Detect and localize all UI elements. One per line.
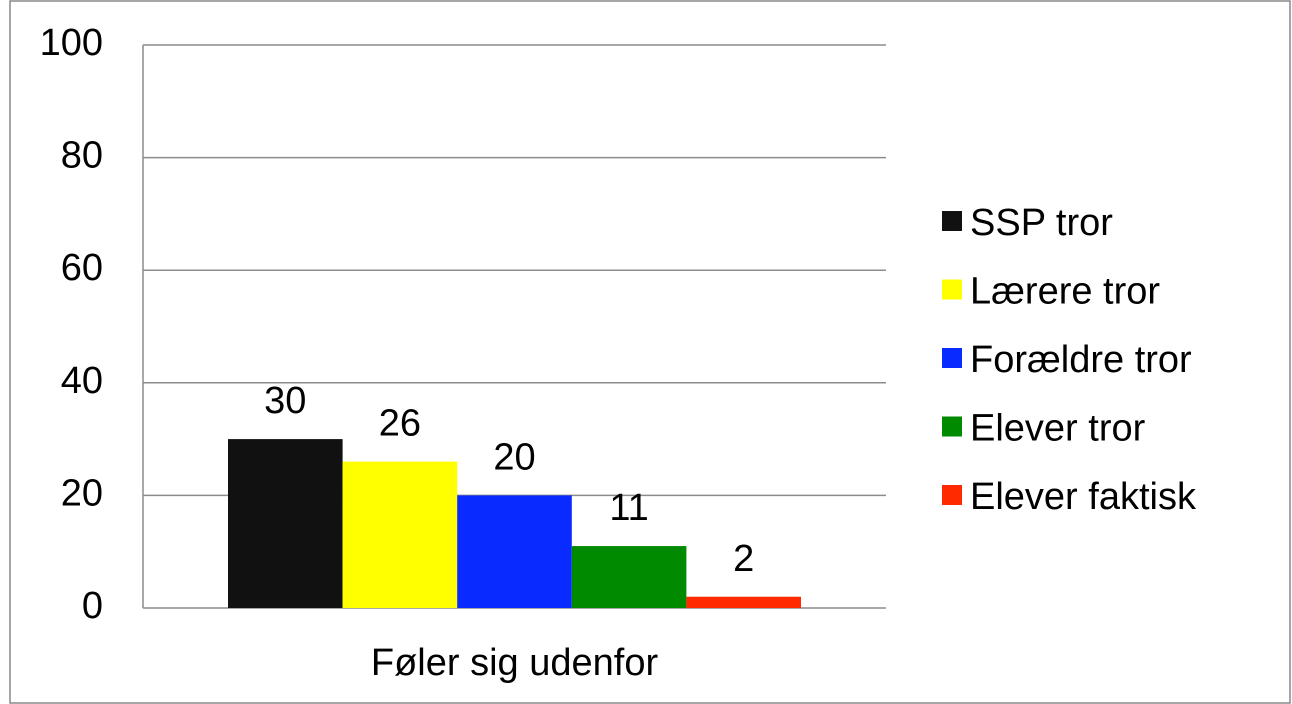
y-tick-label: 20 [61, 472, 103, 514]
y-tick-label: 40 [61, 360, 103, 402]
bar [686, 596, 801, 608]
bar [228, 439, 343, 608]
y-tick-label: 80 [61, 135, 103, 177]
legend-swatch [942, 279, 962, 300]
y-tick-label: 0 [82, 585, 103, 627]
chart-frame [9, 0, 1291, 704]
legend-label: Elever tror [970, 408, 1146, 450]
x-tick-label: Føler sig udenfor [371, 642, 659, 684]
data-label: 26 [379, 403, 421, 445]
legend-label: Lærere tror [970, 271, 1160, 313]
legend-swatch [942, 416, 962, 437]
y-tick-label: 60 [61, 247, 103, 289]
bar [571, 546, 687, 608]
legend-swatch [942, 348, 962, 368]
bar [457, 495, 572, 608]
legend-swatch [942, 211, 962, 231]
data-label: 11 [609, 487, 648, 529]
legend-label: SSP tror [970, 202, 1113, 244]
y-tick-label: 100 [40, 22, 103, 64]
legend-label: Elever faktisk [970, 476, 1197, 518]
bar [342, 461, 458, 608]
data-label: 30 [264, 380, 306, 422]
legend-swatch [942, 485, 962, 505]
data-label: 20 [493, 436, 535, 478]
legend-label: Forældre tror [970, 339, 1192, 381]
data-label: 2 [733, 538, 754, 580]
